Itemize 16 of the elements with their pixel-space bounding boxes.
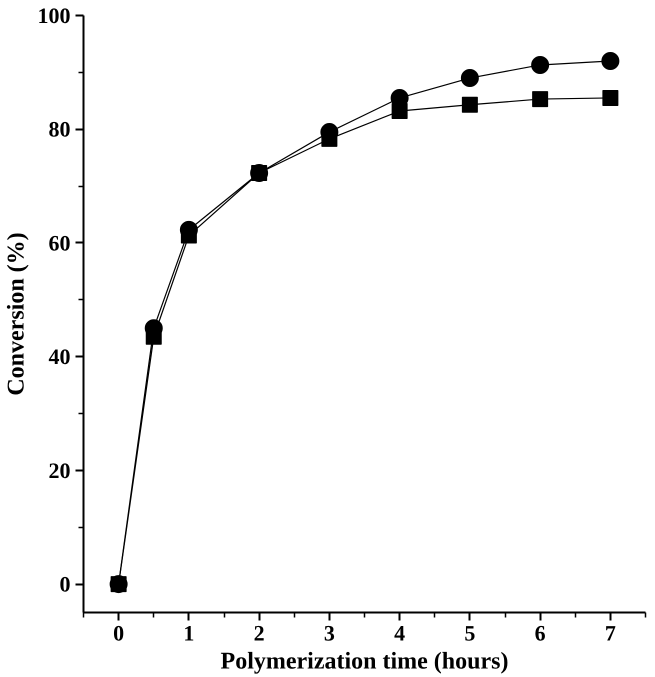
y-tick-label: 40 bbox=[48, 344, 70, 370]
y-tick-label: 80 bbox=[48, 116, 70, 142]
y-tick-label: 20 bbox=[48, 458, 70, 483]
x-tick-label: 1 bbox=[183, 620, 194, 646]
y-tick-label: 60 bbox=[48, 230, 70, 256]
x-tick-label: 2 bbox=[254, 620, 265, 646]
x-tick-label: 6 bbox=[534, 620, 546, 646]
y-axis-title: Conversion (%) bbox=[4, 232, 30, 396]
x-axis-title: Polymerization time (hours) bbox=[220, 648, 508, 674]
x-tick-label: 3 bbox=[324, 620, 335, 646]
y-tick-label: 0 bbox=[60, 572, 70, 597]
x-tick-label: 7 bbox=[604, 620, 616, 646]
x-tick-label: 5 bbox=[464, 620, 476, 646]
y-tick-label: 100 bbox=[38, 3, 70, 28]
x-tick-label: 4 bbox=[394, 620, 406, 646]
x-tick-label: 0 bbox=[113, 620, 124, 646]
